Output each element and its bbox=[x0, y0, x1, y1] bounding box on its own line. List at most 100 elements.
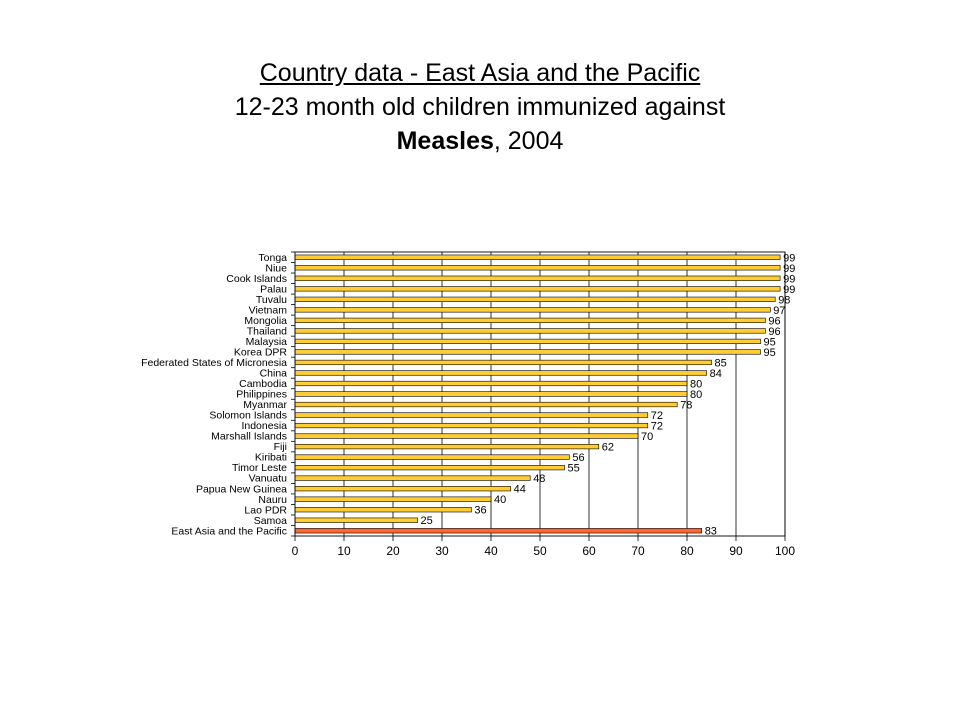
value-label: 99 bbox=[783, 273, 795, 285]
value-label: 48 bbox=[533, 473, 545, 485]
category-label: Malaysia bbox=[246, 336, 288, 348]
bar bbox=[294, 286, 781, 292]
bar bbox=[294, 517, 418, 523]
category-label: China bbox=[260, 368, 288, 380]
bar bbox=[294, 433, 639, 439]
category-label: Cambodia bbox=[239, 378, 287, 390]
category-label: Solomon Islands bbox=[209, 410, 287, 422]
bar bbox=[294, 307, 771, 313]
bar bbox=[294, 317, 766, 323]
category-label: Korea DPR bbox=[234, 347, 288, 359]
bar bbox=[294, 475, 531, 481]
value-labels: 9999999998979696959585848080787272706256… bbox=[421, 252, 796, 537]
x-tick-label: 10 bbox=[337, 544, 351, 558]
bar bbox=[294, 507, 472, 513]
value-label: 70 bbox=[641, 431, 653, 443]
bar bbox=[294, 338, 761, 345]
category-label: Kiribati bbox=[255, 452, 287, 464]
value-label: 55 bbox=[568, 463, 580, 475]
value-label: 44 bbox=[514, 484, 526, 496]
value-label: 98 bbox=[778, 294, 790, 306]
x-tick-label: 70 bbox=[631, 544, 645, 558]
x-axis: 0 10 20 30 40 50 60 70 80 90 100 bbox=[291, 251, 795, 558]
x-tick-label: 50 bbox=[533, 544, 547, 558]
value-label: 25 bbox=[421, 515, 433, 527]
category-label: Mongolia bbox=[244, 315, 287, 327]
category-label: Federated States of Micronesia bbox=[141, 357, 287, 369]
category-label: Tuvalu bbox=[256, 294, 287, 306]
bar bbox=[294, 443, 600, 450]
bar bbox=[294, 465, 565, 471]
bar bbox=[294, 380, 688, 387]
chart-bars bbox=[294, 254, 781, 534]
bar bbox=[294, 359, 712, 366]
category-label: Lao PDR bbox=[244, 504, 287, 516]
value-label: 97 bbox=[773, 305, 785, 317]
category-label: Nauru bbox=[258, 494, 287, 506]
value-label: 96 bbox=[768, 315, 780, 327]
title-line-2: 12-23 month old children immunized again… bbox=[234, 93, 726, 121]
title-line-1: Country data - East Asia and the Pacific bbox=[259, 59, 701, 87]
category-label: Fiji bbox=[274, 441, 287, 453]
value-label: 95 bbox=[764, 336, 776, 348]
category-label: Marshall Islands bbox=[211, 431, 287, 443]
value-label: 85 bbox=[715, 357, 727, 369]
x-tick-label: 30 bbox=[435, 544, 449, 558]
category-label: Vietnam bbox=[249, 304, 288, 316]
bar bbox=[294, 275, 781, 281]
category-label: Palau bbox=[260, 283, 287, 295]
value-label: 99 bbox=[783, 284, 795, 296]
bar bbox=[294, 370, 707, 376]
bar bbox=[294, 328, 766, 334]
value-label: 99 bbox=[783, 252, 795, 264]
value-label: 72 bbox=[651, 410, 663, 422]
category-label: Indonesia bbox=[241, 420, 287, 432]
value-label: 72 bbox=[651, 421, 663, 433]
x-tick-label: 0 bbox=[292, 544, 299, 558]
bar bbox=[294, 486, 511, 492]
bar bbox=[294, 496, 492, 502]
value-label: 56 bbox=[572, 452, 584, 464]
category-label: East Asia and the Pacific bbox=[171, 525, 287, 537]
title-line-3: Measles, 2004 bbox=[0, 124, 960, 158]
category-label: Samoa bbox=[254, 515, 287, 527]
value-label: 96 bbox=[768, 326, 780, 338]
category-label: Papua New Guinea bbox=[196, 483, 287, 495]
category-label: Timor Leste bbox=[232, 462, 287, 474]
value-label: 78 bbox=[680, 400, 692, 412]
category-label: Vanuatu bbox=[249, 473, 287, 485]
bar bbox=[294, 454, 570, 460]
value-label: 84 bbox=[710, 368, 722, 380]
bar bbox=[294, 401, 678, 408]
value-label: 95 bbox=[764, 347, 776, 359]
bar bbox=[294, 254, 781, 260]
bar bbox=[294, 528, 703, 534]
category-label: Tonga bbox=[258, 252, 287, 264]
x-tick-label: 100 bbox=[775, 544, 795, 558]
x-tick-label: 40 bbox=[484, 544, 498, 558]
value-label: 99 bbox=[783, 263, 795, 275]
value-label: 40 bbox=[494, 494, 506, 506]
title-year: , 2004 bbox=[493, 127, 564, 155]
value-label: 80 bbox=[690, 378, 702, 390]
category-label: Cook Islands bbox=[226, 273, 287, 285]
x-tick-label: 20 bbox=[386, 544, 400, 558]
title-measles: Measles bbox=[396, 127, 494, 155]
x-tick-label: 80 bbox=[680, 544, 694, 558]
bar bbox=[294, 265, 781, 271]
category-label: Philippines bbox=[236, 389, 287, 401]
bar bbox=[294, 422, 649, 429]
bar bbox=[294, 296, 776, 302]
bar bbox=[294, 391, 688, 397]
bar bbox=[294, 412, 649, 418]
category-label: Myanmar bbox=[243, 399, 287, 411]
x-tick-label: 90 bbox=[729, 544, 743, 558]
value-label: 36 bbox=[474, 505, 486, 517]
value-label: 80 bbox=[690, 389, 702, 401]
x-tick-label: 60 bbox=[582, 544, 596, 558]
value-label: 62 bbox=[602, 442, 614, 454]
chart-title: Country data - East Asia and the Pacific… bbox=[0, 56, 960, 158]
category-label: Niue bbox=[265, 262, 287, 274]
